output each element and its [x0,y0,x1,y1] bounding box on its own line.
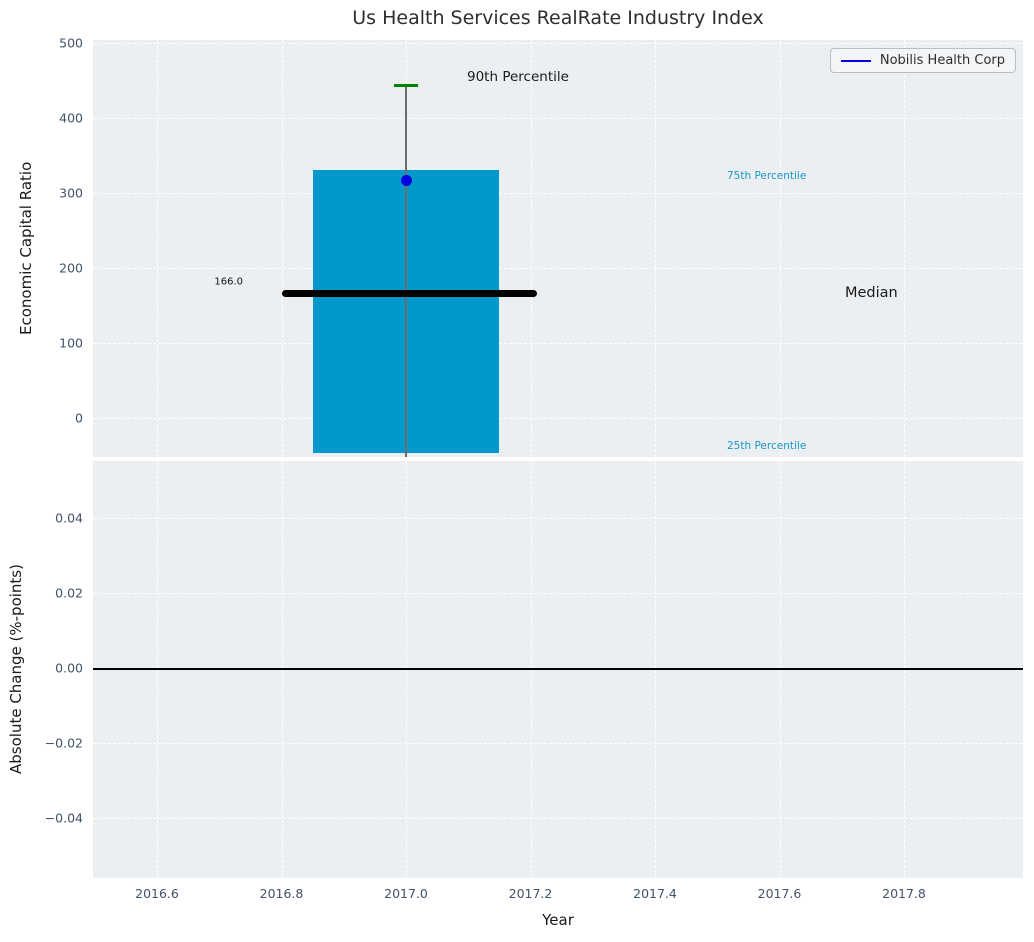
gridline-vertical [779,461,781,878]
legend: Nobilis Health Corp [829,48,1016,73]
gridline-vertical [281,461,283,878]
top-axes: 90th Percentile 75th Percentile 25th Per… [93,40,1023,457]
y-tick-label-bottom: 0.02 [55,585,83,601]
x-tick-label: 2017.2 [508,886,553,901]
gridline-vertical [655,461,656,878]
y-tick-label-top: 200 [59,260,83,276]
chart-title: Us Health Services RealRate Industry Ind… [352,7,764,29]
y-tick-label-top: 400 [59,110,83,126]
zero-line [93,668,1023,670]
median-line [281,290,537,297]
legend-label: Nobilis Health Corp [879,53,1005,68]
bottom-axes [93,461,1023,878]
gridline-horizontal [93,418,1023,419]
gridline-horizontal [93,43,1023,44]
gridline-horizontal [93,743,1023,744]
gridline-vertical [904,40,905,457]
y-tick-label-top: 100 [59,335,83,351]
y-tick-label-top: 500 [59,35,83,51]
p75-label: 75th Percentile [727,170,807,182]
p90-label: 90th Percentile [467,69,569,85]
y-tick-label-bottom: 0.04 [55,510,83,526]
gridline-horizontal [93,818,1023,819]
y-axis-label-bottom: Absolute Change (%-points) [7,564,25,775]
gridline-horizontal [93,593,1023,594]
gridline-horizontal [93,193,1023,194]
gridline-vertical [157,40,158,457]
gridline-vertical [406,461,407,878]
x-tick-label: 2016.8 [259,886,304,901]
y-tick-label-top: 300 [59,185,83,201]
x-tick-label: 2016.6 [135,886,179,901]
y-tick-label-bottom: −0.02 [44,735,83,751]
y-axis-label-top: Economic Capital Ratio [17,161,35,336]
gridline-vertical [157,461,158,878]
company-marker-dot [400,174,412,186]
gridline-horizontal [93,268,1023,269]
x-tick-label: 2017.0 [384,886,428,901]
gridline-horizontal [93,118,1023,119]
gridline-vertical [530,40,532,457]
y-tick-label-bottom: 0.00 [55,660,83,676]
y-tick-label-top: 0 [75,410,83,426]
gridline-vertical [904,461,905,878]
gridline-vertical [779,40,781,457]
gridline-horizontal [93,518,1023,519]
x-tick-label: 2017.8 [882,886,926,901]
x-tick-label: 2017.6 [757,886,802,901]
gridline-vertical [530,461,532,878]
gridline-vertical [281,40,283,457]
whisker-cap-90th [394,84,418,88]
median-value-label: 166.0 [214,276,243,288]
p25-label: 25th Percentile [727,440,807,452]
gridline-vertical [655,40,656,457]
legend-line-sample [840,59,871,62]
median-label: Median [845,285,898,301]
x-axis-label: Year [542,911,574,929]
gridline-horizontal [93,343,1023,344]
whisker-line [405,85,407,457]
x-tick-label: 2017.4 [633,886,677,901]
y-tick-label-bottom: −0.04 [44,810,83,826]
